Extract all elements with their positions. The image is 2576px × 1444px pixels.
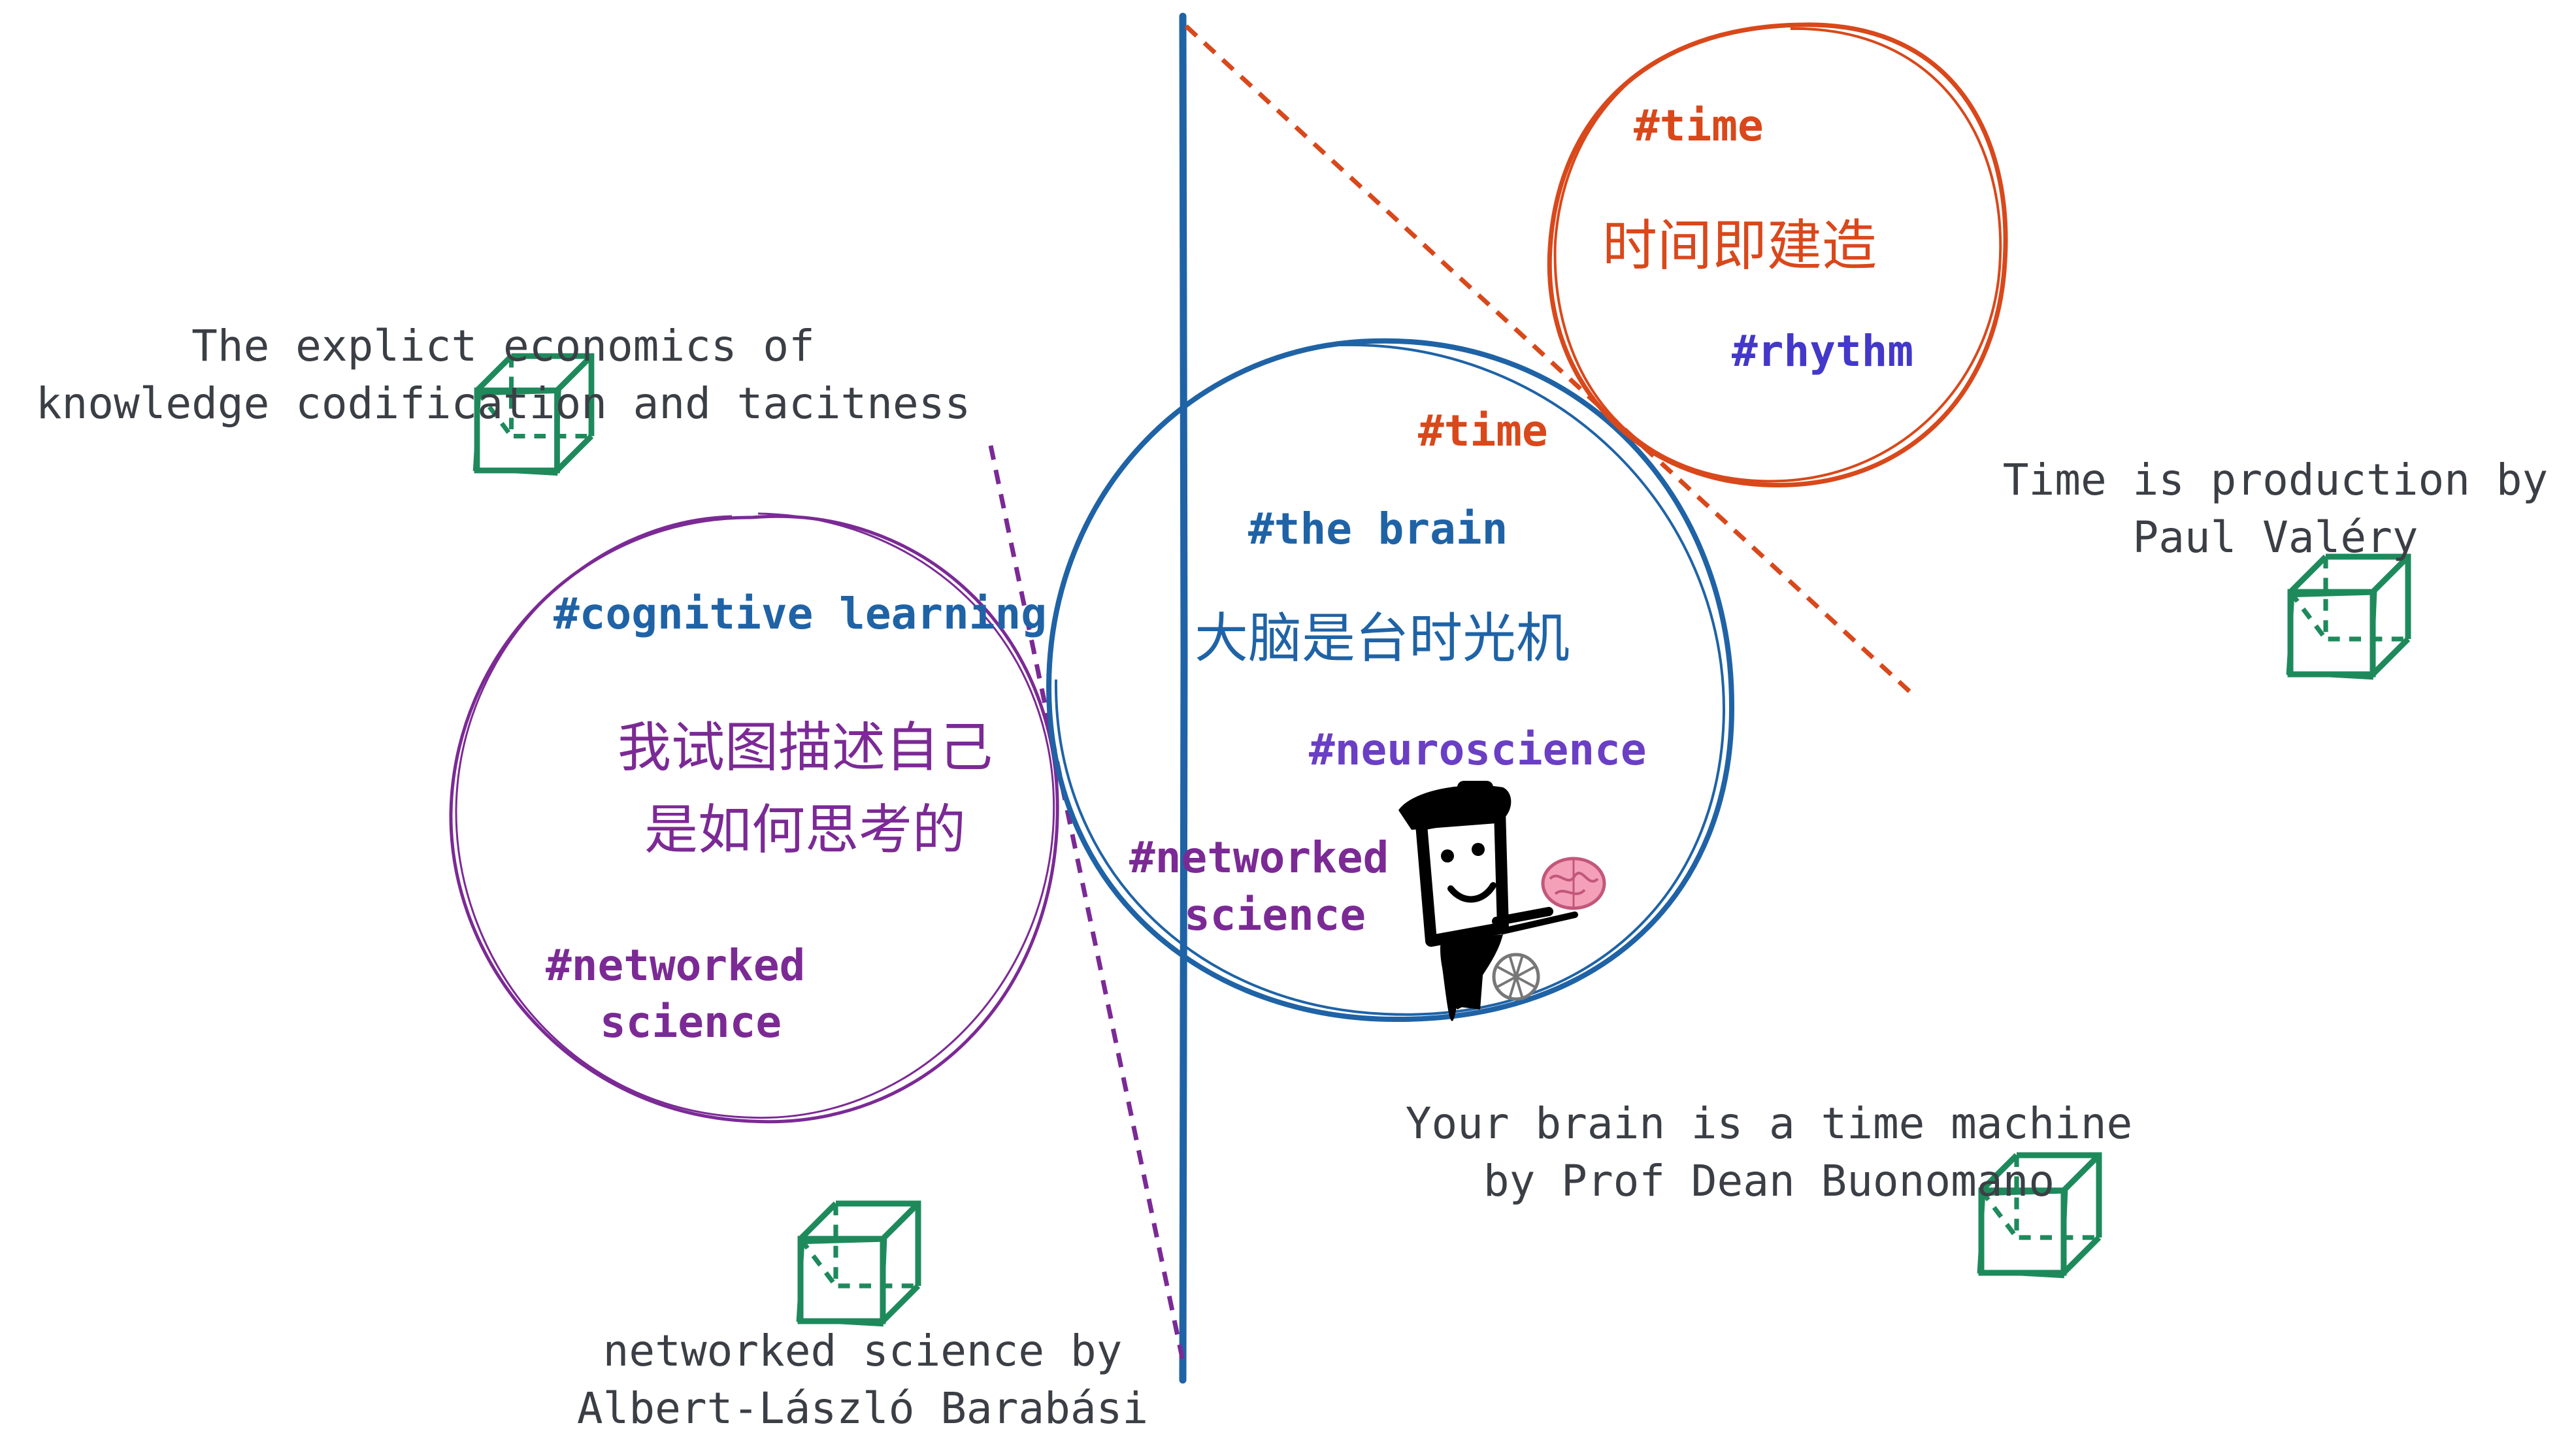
tag-the-brain: #the brain <box>1248 504 1508 554</box>
orange-circle-chinese: 时间即建造 <box>1602 214 1877 278</box>
purple-circle-chinese-line1: 我试图描述自己 <box>618 717 993 779</box>
source-barabasi-line2: Albert-László Barabási <box>577 1383 1148 1434</box>
purple-circle <box>449 512 1059 1124</box>
purple-dashed-line <box>988 445 1187 1368</box>
cube-icon <box>2288 557 2408 678</box>
source-valery-line2: Paul Valéry <box>2132 512 2418 563</box>
tag-rhythm: #rhythm <box>1732 326 1913 376</box>
source-valery-line1: Time is production by <box>2003 455 2548 505</box>
vertical-divider <box>1179 12 1188 1384</box>
tag-networked-science-line2: science <box>600 997 782 1047</box>
tag-time-orange: #time <box>1634 101 1764 151</box>
doodle-character-icon <box>1398 781 1578 1021</box>
blue-circle-chinese: 大脑是台时光机 <box>1195 608 1570 670</box>
brain-icon <box>1541 857 1606 910</box>
tag-time-blue: #time <box>1418 406 1548 456</box>
source-buonomano-line2: by Prof Dean Buonomano <box>1483 1156 2055 1206</box>
orange-circle <box>1547 22 2008 488</box>
tag-networked-science-blue-line2: science <box>1184 890 1366 940</box>
tag-cognitive-learning: #cognitive learning <box>553 589 1047 639</box>
source-barabasi-line1: networked science by <box>603 1326 1123 1376</box>
tag-networked-science-blue-line1: #networked <box>1129 832 1389 883</box>
tag-networked-science-line1: #networked <box>546 940 805 991</box>
cube-icon <box>798 1204 918 1324</box>
blue-circle <box>1046 338 1735 1023</box>
source-economics-line2: knowledge codification and tacitness <box>36 378 970 429</box>
tag-neuroscience: #neuroscience <box>1309 725 1647 775</box>
source-economics-line1: The explict economics of <box>191 321 815 371</box>
purple-circle-chinese-line2: 是如何思考的 <box>644 799 966 861</box>
source-buonomano-line1: Your brain is a time machine <box>1406 1098 2133 1149</box>
